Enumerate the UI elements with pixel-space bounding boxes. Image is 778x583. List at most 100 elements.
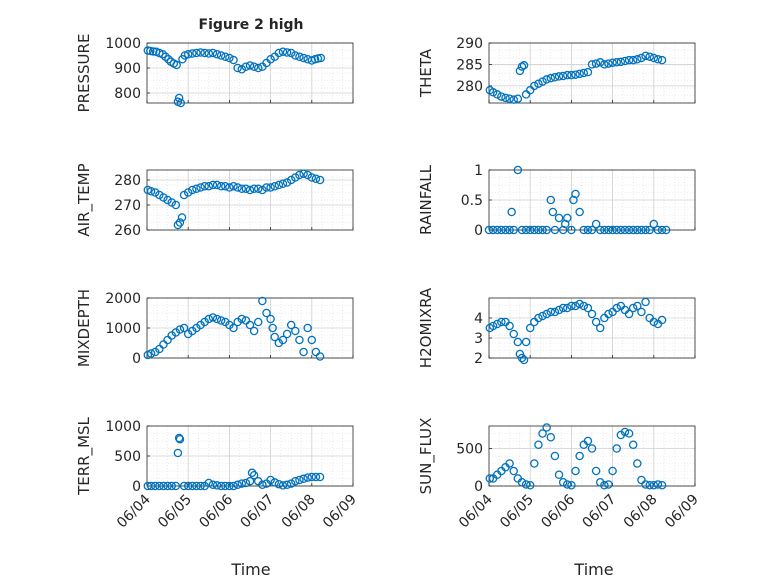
data-point bbox=[571, 466, 580, 476]
data-point bbox=[620, 305, 630, 315]
data-point bbox=[249, 184, 259, 193]
data-point bbox=[563, 70, 572, 80]
data-point bbox=[253, 317, 263, 327]
data-point bbox=[237, 65, 247, 74]
data-point bbox=[657, 55, 667, 65]
data-point bbox=[595, 225, 605, 235]
data-point bbox=[513, 165, 523, 175]
data-point bbox=[612, 444, 621, 453]
data-point bbox=[521, 480, 531, 489]
data-point bbox=[525, 225, 535, 235]
data-point bbox=[645, 225, 654, 235]
data-point bbox=[171, 481, 181, 491]
data-point bbox=[505, 94, 514, 103]
data-point bbox=[641, 480, 650, 489]
data-point bbox=[311, 174, 321, 183]
data-point bbox=[579, 68, 589, 78]
data-point bbox=[563, 480, 572, 489]
y-tick-label: 1000 bbox=[105, 36, 141, 52]
data-point bbox=[159, 193, 168, 202]
data-point bbox=[637, 53, 646, 63]
x-tick-label: 06/06 bbox=[538, 491, 578, 531]
data-point bbox=[484, 225, 494, 235]
data-point bbox=[595, 58, 605, 67]
data-point bbox=[303, 323, 312, 333]
data-point bbox=[245, 185, 255, 195]
data-point bbox=[505, 321, 514, 331]
data-point bbox=[179, 190, 189, 200]
subplot-8: 0 500 SUN_FLUX 06/04 06/05 06/06 06/07 06/08 06/… bbox=[417, 418, 702, 532]
data-point bbox=[575, 299, 584, 309]
data-point bbox=[303, 473, 312, 482]
data-point bbox=[567, 70, 576, 80]
data-point bbox=[505, 225, 514, 235]
data-point bbox=[604, 225, 613, 235]
data-point bbox=[558, 71, 568, 81]
data-point bbox=[192, 481, 201, 491]
data-point bbox=[519, 61, 529, 70]
data-point bbox=[200, 181, 209, 191]
data-point bbox=[515, 66, 525, 76]
data-point bbox=[519, 355, 529, 365]
data-point bbox=[649, 317, 659, 327]
data-point bbox=[550, 451, 560, 461]
data-point bbox=[196, 183, 205, 192]
x-tick-label: 06/04 bbox=[456, 491, 496, 531]
y-tick-label: 800 bbox=[114, 86, 141, 102]
y-tick-label: 500 bbox=[114, 449, 141, 465]
data-point bbox=[268, 323, 277, 333]
data-point bbox=[628, 303, 638, 313]
data-point bbox=[262, 308, 271, 318]
data-point bbox=[616, 225, 626, 235]
data-point bbox=[307, 173, 317, 182]
data-point bbox=[159, 340, 168, 349]
data-point bbox=[542, 309, 551, 319]
y-tick-label: 290 bbox=[456, 36, 483, 52]
data-point bbox=[241, 62, 251, 72]
y-tick-label: 0 bbox=[132, 479, 141, 495]
data-point bbox=[492, 225, 502, 235]
data-point bbox=[554, 305, 564, 315]
data-point bbox=[538, 429, 547, 438]
y-axis-label: MIXDEPTH bbox=[75, 289, 93, 367]
data-point bbox=[628, 55, 638, 65]
data-point bbox=[509, 95, 518, 104]
y-tick-label: 3 bbox=[474, 331, 483, 347]
data-point bbox=[649, 53, 659, 63]
data-point bbox=[497, 92, 506, 101]
y-tick-label: 2000 bbox=[105, 291, 141, 307]
data-point bbox=[645, 480, 654, 490]
x-axis-label-left: Time bbox=[230, 560, 270, 579]
data-point bbox=[237, 479, 247, 488]
data-point bbox=[624, 225, 634, 235]
data-point bbox=[307, 472, 317, 482]
data-point bbox=[291, 173, 300, 182]
data-point bbox=[575, 69, 584, 79]
data-point bbox=[587, 60, 597, 69]
data-point bbox=[620, 225, 630, 235]
data-point bbox=[270, 332, 279, 342]
data-point bbox=[167, 198, 176, 207]
data-point bbox=[534, 440, 543, 449]
data-point bbox=[278, 179, 288, 188]
subplot-6: 2 3 4 H2OMIXRA bbox=[417, 287, 696, 368]
data-point bbox=[637, 307, 646, 317]
data-point bbox=[175, 325, 185, 334]
data-point bbox=[249, 326, 259, 336]
data-point bbox=[583, 67, 593, 77]
data-point bbox=[571, 70, 580, 79]
data-point bbox=[653, 55, 663, 64]
data-point bbox=[258, 185, 267, 195]
data-point bbox=[600, 60, 609, 69]
data-point bbox=[233, 63, 242, 73]
data-point bbox=[488, 321, 498, 331]
data-point bbox=[563, 303, 572, 313]
data-point bbox=[591, 317, 601, 327]
data-point bbox=[542, 75, 551, 84]
data-point bbox=[530, 317, 539, 327]
data-point bbox=[507, 207, 516, 217]
data-point bbox=[563, 213, 572, 223]
y-tick-label: 0.5 bbox=[461, 193, 483, 209]
data-point bbox=[266, 183, 275, 192]
